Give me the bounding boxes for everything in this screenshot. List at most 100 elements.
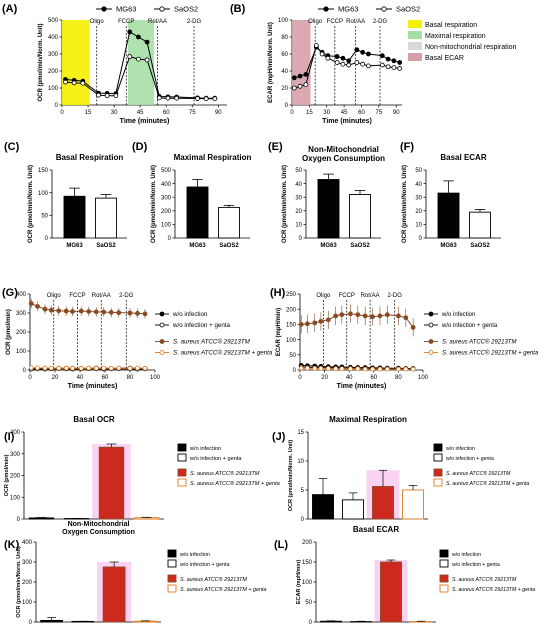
x-tick-label: 45 <box>341 110 348 116</box>
legend-label: MG63 <box>338 5 358 14</box>
legend-label: S. aureus ATCC® 29213TM + genta <box>446 480 529 487</box>
legend-label: w/o infection + genta <box>452 562 500 568</box>
injection-label: FCCP <box>339 293 355 299</box>
highlight-band <box>62 20 90 105</box>
legend-swatch <box>177 443 187 452</box>
y-tick-label: 300 <box>16 311 27 317</box>
y-tick-label: 0 <box>168 236 172 242</box>
legend-label: Basal respiration <box>425 22 477 29</box>
chart-I: 0 100 200 300 400 Basal OCR OCR (pmol/min) <box>4 415 164 523</box>
series-line <box>301 313 414 328</box>
x-tick-label: 30 <box>111 110 118 116</box>
data-point <box>403 366 409 372</box>
data-point <box>318 366 324 371</box>
y-tick-label: 300 <box>48 52 59 58</box>
panel-letter: (E) <box>268 141 283 153</box>
y-tick-label: 0 <box>293 368 297 374</box>
legend-label: MG63 <box>116 5 136 14</box>
panel-letter: (J) <box>272 431 286 443</box>
y-tick-label: 0 <box>45 236 49 242</box>
x-tick-label: 40 <box>77 375 84 381</box>
data-point <box>127 310 133 316</box>
y-axis-title: OCR (pmol/min/Norm. Unit) <box>282 165 288 243</box>
bar <box>28 517 55 520</box>
x-tick-label: 75 <box>375 110 382 116</box>
panel-letter: (C) <box>4 141 20 153</box>
y-tick-label: 15 <box>297 430 304 436</box>
legend-label: SaOS2 <box>396 5 420 14</box>
bar <box>380 561 402 623</box>
x-tick-label: 60 <box>102 375 109 381</box>
data-point <box>370 314 375 320</box>
data-point <box>333 313 339 319</box>
y-tick-label: 100 <box>286 338 297 344</box>
bar <box>102 566 126 623</box>
data-point <box>135 310 140 316</box>
chart-J: 0 5 10 15 Maximal Respiration OCR (pmol/min/N… <box>288 415 428 523</box>
data-point <box>116 365 122 371</box>
y-tick-label: 500 <box>161 168 172 174</box>
y-tick-label: 30 <box>415 195 422 201</box>
data-point <box>101 365 107 371</box>
chart-title: Basal ECAR <box>353 525 399 534</box>
y-tick-label: 100 <box>22 600 33 606</box>
legend-H: w/o infection w/o infection + genta S. aur… <box>424 311 539 357</box>
x-tick-label: 15 <box>306 110 313 116</box>
x-tick-label: 60 <box>370 375 377 381</box>
y-tick-label: 400 <box>161 182 172 188</box>
legend-swatch <box>167 549 177 558</box>
data-point <box>312 320 318 326</box>
data-point <box>212 96 218 102</box>
data-point <box>366 63 371 69</box>
data-point <box>348 366 353 372</box>
legend-label: Basal ECAR <box>425 55 464 62</box>
y-tick-label: 80 <box>281 35 288 41</box>
data-point <box>195 96 200 101</box>
x-tick-label: 0 <box>298 375 302 381</box>
title-line: Non-Mitochondrial <box>308 145 379 154</box>
data-point <box>355 312 361 318</box>
legend-label: SaOS2 <box>174 5 198 14</box>
x-tick-label: 80 <box>395 375 402 381</box>
x-tick-label: 30 <box>323 110 330 116</box>
x-tick-label: 80 <box>127 375 134 381</box>
data-point <box>340 61 346 67</box>
title-line: Oxygen Consumption <box>302 154 385 163</box>
legend-label: w/o infection + genta <box>189 456 242 462</box>
y-axis-title: ECAR (mpH/min/Norm. Unit) <box>268 22 274 103</box>
data-point <box>56 365 62 371</box>
y-tick-label: 150 <box>302 560 313 566</box>
data-point <box>313 43 319 48</box>
y-tick-label: 400 <box>22 540 33 546</box>
data-point <box>42 365 48 371</box>
series-3 <box>28 365 148 371</box>
legend-label: w/o infection <box>446 446 475 452</box>
y-tick-label: 0 <box>29 620 33 626</box>
series-1 <box>63 54 218 102</box>
legend-marker <box>428 350 434 355</box>
legend-label: w/o infection <box>452 552 481 558</box>
data-point <box>93 365 99 371</box>
y-tick-label: 50 <box>41 214 48 220</box>
bar <box>95 197 117 239</box>
data-point <box>142 365 148 371</box>
legend-swatch <box>433 443 443 452</box>
y-tick-label: 5 <box>301 488 305 494</box>
panel-letter: (K) <box>4 539 20 551</box>
y-tick-label: 200 <box>161 209 172 215</box>
legend-label: S. aureus ATCC® 29213TM <box>180 576 247 583</box>
x-tick-label: 0 <box>290 110 294 116</box>
data-point <box>391 65 397 70</box>
data-point <box>144 39 150 45</box>
data-point <box>339 312 345 318</box>
data-point <box>174 95 180 101</box>
legend-label: S. aureus ATCC® 29213TM <box>173 339 251 346</box>
bar <box>133 517 160 520</box>
data-point <box>42 306 48 312</box>
legend-swatch <box>439 549 449 558</box>
legend-marker <box>428 311 434 317</box>
data-point <box>304 321 310 327</box>
data-point <box>385 56 391 62</box>
bar <box>312 494 334 520</box>
injection-label: Oligo <box>90 19 105 25</box>
